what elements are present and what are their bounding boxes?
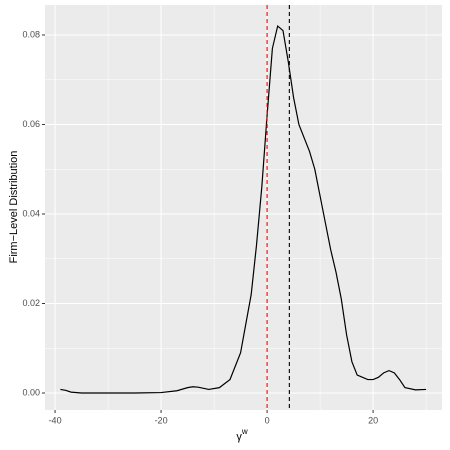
y-axis-title: Firm−Level Distribution — [8, 151, 20, 264]
x-axis-title-superscript: w — [241, 427, 248, 436]
x-tick-label: 0 — [265, 415, 270, 425]
x-tick-label: -20 — [155, 415, 168, 425]
y-tick-label: 0.04 — [22, 208, 40, 218]
panel — [45, 5, 442, 410]
y-tick-label: 0.00 — [22, 387, 40, 397]
x-tick-label: -40 — [49, 415, 62, 425]
x-axis-title: γw — [236, 427, 248, 443]
y-tick-label: 0.08 — [22, 29, 40, 39]
density-line — [60, 24, 427, 394]
y-tick-label: 0.02 — [22, 298, 40, 308]
y-tick-label: 0.06 — [22, 119, 40, 129]
x-tick-label: 20 — [368, 415, 378, 425]
x-axis-title-base: γ — [236, 431, 242, 443]
